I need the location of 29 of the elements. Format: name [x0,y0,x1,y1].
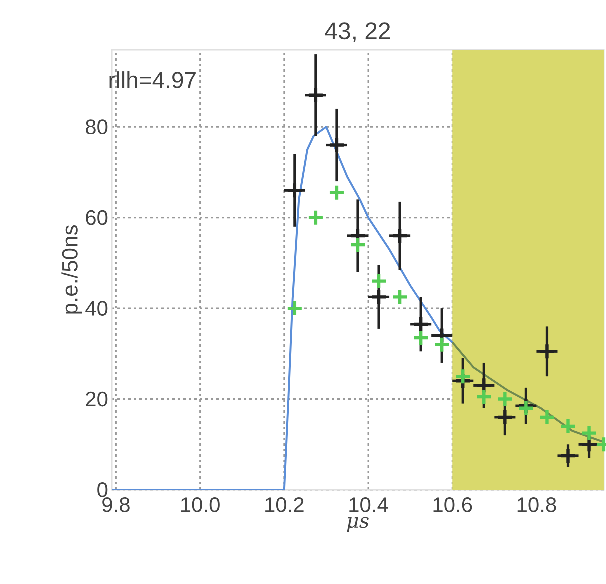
y-tick-label: 80 [86,120,108,135]
point [496,390,514,408]
x-tick-label: 10.4 [350,498,388,512]
chart-title: 43, 22 [325,22,390,42]
point [307,209,325,226]
point [560,418,577,436]
y-tick-label: 40 [86,301,108,316]
x-tick-label: 10.6 [434,498,472,512]
point [370,272,388,290]
y-axis-title: p.e./50ns [62,226,82,314]
x-tick-label: 10.2 [266,498,304,512]
point [476,388,493,406]
point [412,329,430,347]
y-tick-label: 60 [86,210,108,226]
point [560,447,577,465]
annotation: rllh=4.97 [110,72,196,88]
point [580,424,598,442]
line-series [112,126,454,490]
y-tick-label: 20 [86,392,108,407]
x-tick-label: 10.8 [518,498,556,512]
y-tick-label: 0 [98,482,108,498]
x-tick-label: 10.0 [181,498,220,512]
point [328,184,346,202]
point [286,300,304,318]
line-series [452,342,604,444]
x-tick-label: 9.8 [102,498,130,512]
point [538,408,556,426]
point [391,288,409,306]
x-axis-title: μs [347,517,369,532]
